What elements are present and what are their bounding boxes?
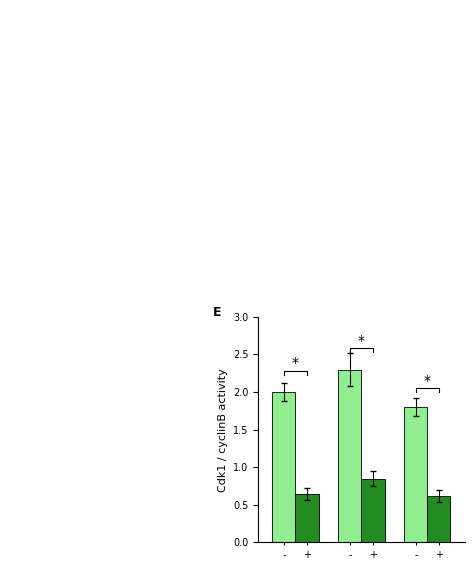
Y-axis label: Cdk1 / cyclinB activity: Cdk1 / cyclinB activity: [218, 368, 228, 492]
Bar: [428, 496, 450, 542]
Bar: [361, 478, 384, 542]
Bar: [295, 493, 319, 542]
Text: *: *: [358, 333, 365, 348]
Bar: [338, 369, 361, 542]
Bar: [273, 392, 295, 542]
Bar: [404, 407, 428, 542]
Text: *: *: [424, 373, 431, 388]
Text: E: E: [213, 305, 221, 319]
Text: *: *: [292, 356, 299, 370]
